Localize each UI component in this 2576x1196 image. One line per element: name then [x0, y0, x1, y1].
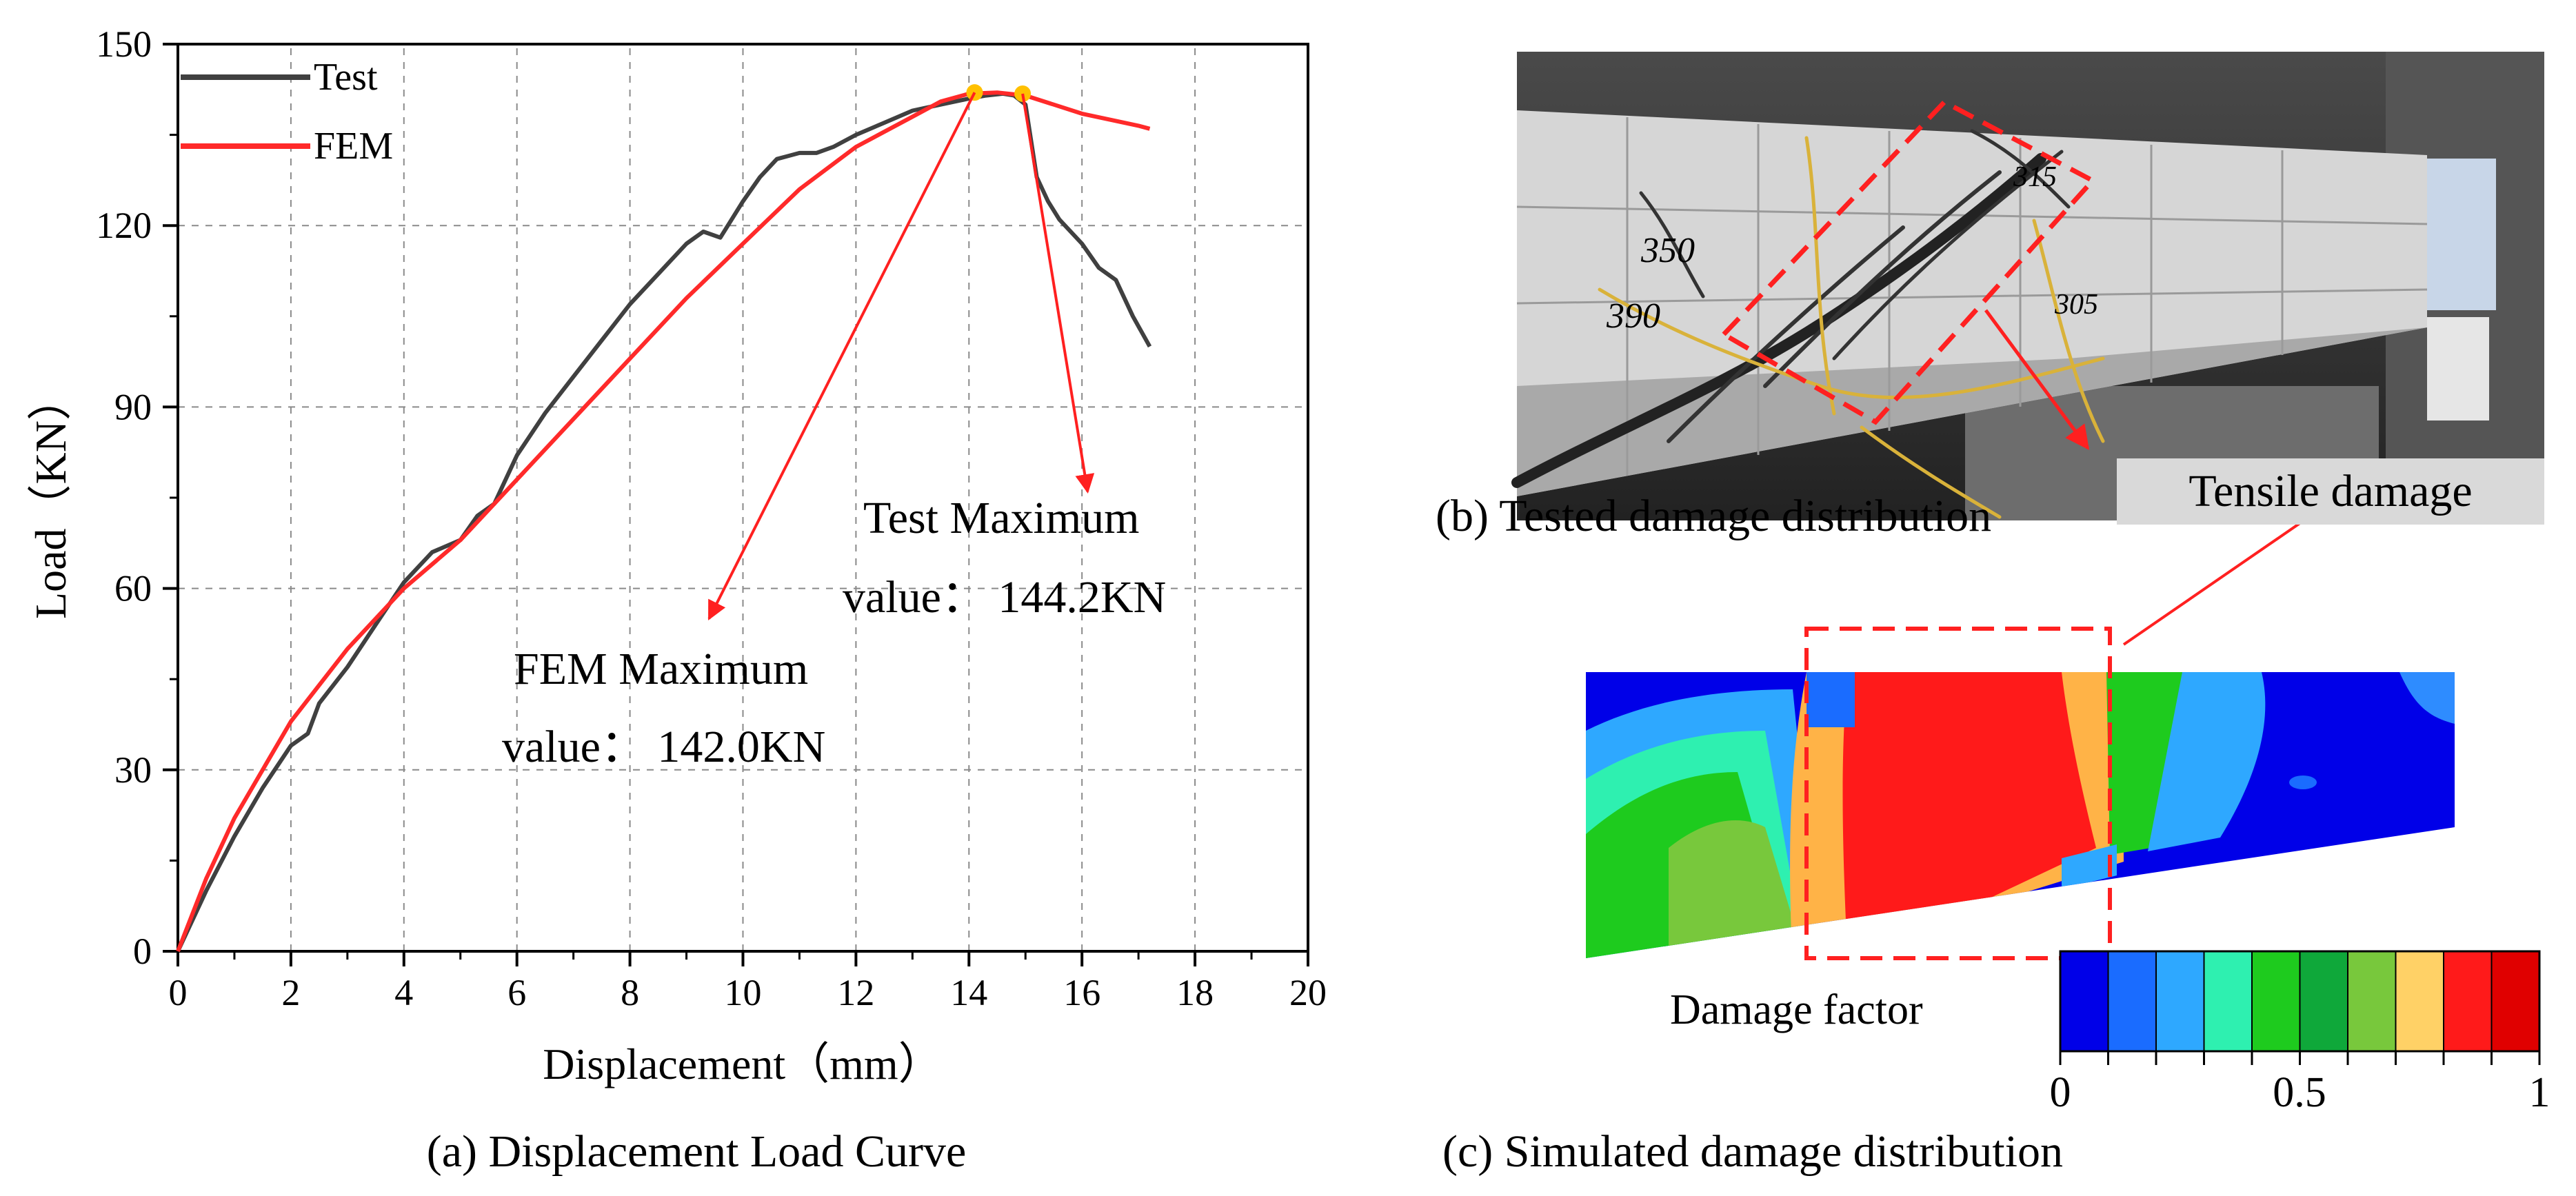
caption-b: (b) Tested damage distribution	[1436, 491, 1991, 541]
chalk-mark-390: 390	[1606, 296, 1660, 336]
simulated-damage-contour	[1586, 498, 2455, 960]
colorbar-cell-3	[2203, 951, 2253, 1052]
caption-a: (a) Displacement Load Curve	[427, 1126, 967, 1177]
y-tick-label-90: 90	[114, 386, 152, 427]
colorbar-cell-9	[2491, 951, 2540, 1052]
load-displacement-chart: 0 2 4 6 8 10 12 14 16 18 20 0 30 60 90 120 150 Displace…	[26, 23, 1327, 1177]
x-tick-label-14: 14	[950, 972, 987, 1013]
contour-right-corner-lightblue	[2399, 672, 2455, 724]
legend-label-fem: FEM	[314, 125, 393, 168]
legend: Test FEM	[181, 56, 393, 168]
photo-chalk-marks: 350 390 315 305	[1606, 161, 2098, 336]
x-axis-title: Displacement（mm）	[543, 1040, 942, 1088]
test-max-annotation-line2: value： 144.2KN	[843, 572, 1166, 622]
annotation-arrow-0	[1021, 93, 1095, 494]
colorbar-cell-7	[2395, 951, 2444, 1052]
photo-control-box	[2427, 317, 2489, 420]
y-tick-label-120: 120	[96, 205, 152, 246]
photo-cracks	[1511, 129, 2105, 519]
contour-right-cyan	[2148, 672, 2266, 851]
tested-damage-photo: 350 390 315 305	[1511, 52, 2544, 520]
colorbar-cell-4	[2251, 951, 2301, 1052]
x-axis-ticks: 0 2 4 6 8 10 12 14 16 18 20	[169, 951, 1327, 1013]
annotation-arrows	[707, 92, 1095, 620]
colorbar-label: Damage factor	[1670, 986, 1923, 1033]
y-tick-label-60: 60	[114, 568, 152, 609]
x-tick-label-12: 12	[837, 972, 874, 1013]
x-tick-label-10: 10	[725, 972, 762, 1013]
annotation-arrow-1	[707, 92, 976, 620]
fem-max-annotation-line1: FEM Maximum	[514, 644, 808, 694]
x-tick-label-16: 16	[1063, 972, 1100, 1013]
y-axis-ticks: 0 30 60 90 120 150	[96, 23, 178, 972]
x-tick-label-20: 20	[1289, 972, 1327, 1013]
legend-label-test: Test	[314, 56, 378, 99]
x-tick-label-0: 0	[169, 972, 188, 1013]
contour-left-lightgreen	[1669, 820, 1807, 958]
photo-beam-shadow	[1517, 327, 2427, 496]
y-tick-label-30: 30	[114, 749, 152, 791]
x-tick-label-6: 6	[507, 972, 526, 1013]
test-max-annotation-line1: Test Maximum	[863, 493, 1140, 543]
colorbar-cell-1	[2107, 951, 2157, 1052]
colorbar-tick-1: 1	[2529, 1069, 2550, 1116]
series-line-fem	[176, 90, 1151, 953]
colorbar-frame	[2059, 950, 2541, 1053]
contour-blue-notch	[1807, 672, 1855, 727]
x-tick-label-8: 8	[621, 972, 639, 1013]
photo-callout-arrow	[1984, 309, 2090, 450]
damage-factor-colorbar: Damage factor 0 0.5 1	[1670, 950, 2550, 1116]
x-tick-label-4: 4	[394, 972, 413, 1013]
y-tick-label-150: 150	[96, 23, 152, 65]
colorbar-tick-0.5: 0.5	[2273, 1069, 2326, 1116]
contour-damage-region-outline	[1804, 627, 2112, 960]
x-tick-label-18: 18	[1176, 972, 1214, 1013]
contour-right-spot	[2289, 776, 2317, 789]
chalk-mark-315: 315	[2013, 161, 2057, 193]
chalk-mark-350: 350	[1640, 231, 1695, 270]
colorbar-cell-5	[2299, 951, 2348, 1052]
y-tick-label-0: 0	[133, 931, 152, 972]
photo-beam-grid	[1516, 117, 2428, 476]
colorbar-cell-6	[2347, 951, 2397, 1052]
colorbar-cell-8	[2443, 951, 2493, 1052]
photo-damage-region-outline	[1720, 99, 2097, 425]
chart-gridlines	[178, 44, 1308, 951]
contour-mid-red	[1842, 672, 2096, 958]
caption-c: (c) Simulated damage distribution	[1442, 1126, 2063, 1177]
chalk-mark-305: 305	[2054, 289, 2098, 321]
x-tick-label-2: 2	[281, 972, 300, 1013]
tensile-damage-callout: Tensile damage	[2117, 458, 2544, 525]
y-axis-title: Load（KN）	[26, 376, 75, 619]
colorbar-tick-0: 0	[2050, 1069, 2071, 1116]
contour-bottom-cyan	[2062, 844, 2117, 889]
colorbar-cells	[2059, 951, 2541, 1065]
colorbar-cell-0	[2060, 951, 2109, 1052]
fem-max-annotation-line2: value： 142.0KN	[502, 722, 825, 772]
colorbar-cell-2	[2155, 951, 2205, 1052]
